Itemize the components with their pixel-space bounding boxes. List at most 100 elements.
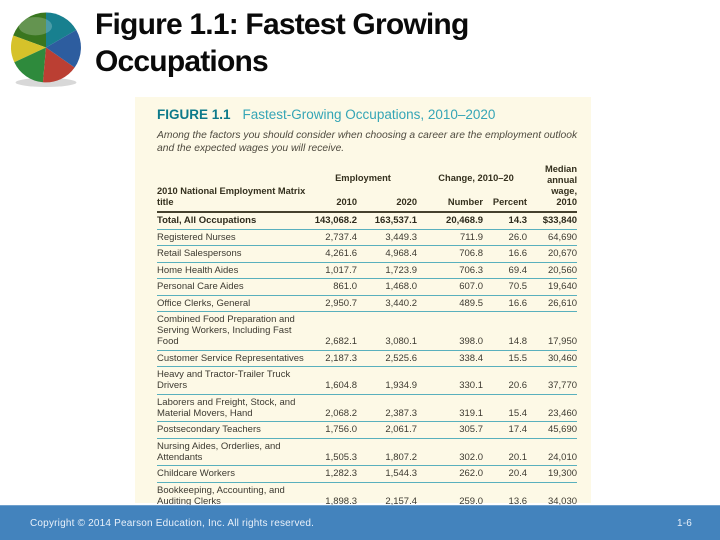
cell-change-percent: 14.3 <box>508 215 528 226</box>
table-body: Total, All Occupations 143,068.2 163,537… <box>157 212 578 526</box>
cell-change-number: 262.0 <box>459 468 484 479</box>
cell-median-wage: 37,770 <box>547 380 578 391</box>
cell-occupation: Combined Food Preparation and Serving Wo… <box>157 314 295 347</box>
cell-change-number: 302.0 <box>459 451 484 463</box>
cell-occupation: Total, All Occupations <box>157 215 257 226</box>
cell-median-wage: 19,640 <box>547 281 578 292</box>
col-header-2010: 2010 <box>336 197 357 207</box>
cell-employment-2010: 1,017.7 <box>325 264 357 276</box>
cell-employment-2010: 143,068.2 <box>314 215 357 226</box>
cell-employment-2020: 163,537.1 <box>374 215 418 226</box>
table-row: Combined Food Preparation and Serving Wo… <box>157 312 578 350</box>
cell-median-wage: 45,690 <box>547 424 578 435</box>
cell-employment-2010: 2,068.2 <box>325 407 357 419</box>
table-row: Nursing Aides, Orderlies, and Attendants… <box>157 438 578 466</box>
cell-median-wage: 17,950 <box>547 336 578 347</box>
cell-employment-2020: 3,449.3 <box>385 231 418 243</box>
figure-caption: Among the factors you should consider wh… <box>157 130 578 154</box>
cell-employment-2010: 1,898.3 <box>325 495 357 507</box>
cell-median-wage: $33,840 <box>542 215 578 226</box>
cell-change-number: 330.1 <box>459 380 484 391</box>
cell-employment-2010: 1,604.8 <box>325 380 357 391</box>
cell-employment-2020: 1,723.9 <box>385 264 418 276</box>
cell-employment-2020: 1,807.2 <box>385 451 418 463</box>
cell-change-percent: 17.4 <box>508 424 528 435</box>
cell-change-percent: 13.6 <box>508 495 528 507</box>
cell-change-percent: 20.4 <box>508 468 528 479</box>
cell-occupation: Nursing Aides, Orderlies, and Attendants <box>157 440 281 463</box>
table-row: Total, All Occupations 143,068.2 163,537… <box>157 212 578 229</box>
cell-employment-2010: 2,737.4 <box>325 231 357 243</box>
table-row: Customer Service Representatives 2,187.3… <box>157 350 578 367</box>
cell-occupation: Office Clerks, General <box>157 297 251 309</box>
cell-change-percent: 20.1 <box>508 451 528 463</box>
cell-change-number: 489.5 <box>459 297 484 309</box>
table-row: Heavy and Tractor-Trailer Truck Drivers … <box>157 367 578 394</box>
page-number: 1-6 <box>676 517 692 529</box>
cell-change-number: 20,468.9 <box>446 215 484 226</box>
cell-occupation: Personal Care Aides <box>157 281 244 292</box>
cell-change-percent: 15.5 <box>508 352 528 364</box>
cell-median-wage: 23,460 <box>547 407 578 419</box>
cell-occupation: Bookkeeping, Accounting, and Auditing Cl… <box>157 484 285 507</box>
figure-heading: FIGURE 1.1 Fastest-Growing Occupations, 2… <box>157 107 577 123</box>
cell-change-percent: 26.0 <box>508 231 528 243</box>
cell-employment-2020: 2,157.4 <box>385 495 418 507</box>
cell-occupation: Postsecondary Teachers <box>157 424 261 435</box>
cell-employment-2010: 2,682.1 <box>325 336 357 347</box>
cell-employment-2020: 1,468.0 <box>385 281 418 292</box>
cell-change-number: 259.0 <box>459 495 484 507</box>
cell-employment-2020: 1,934.9 <box>385 380 418 391</box>
cell-change-percent: 69.4 <box>508 264 528 276</box>
cell-median-wage: 19,300 <box>547 468 578 479</box>
cell-median-wage: 30,460 <box>547 352 578 364</box>
footer-bar: Copyright © 2014 Pearson Education, Inc.… <box>0 505 720 540</box>
cell-median-wage: 20,560 <box>547 264 578 276</box>
cell-change-number: 305.7 <box>459 424 484 435</box>
table-row: Registered Nurses 2,737.4 3,449.3 711.9 … <box>157 229 578 246</box>
cell-median-wage: 24,010 <box>547 451 578 463</box>
cell-change-number: 706.8 <box>459 248 484 259</box>
cell-employment-2020: 2,061.7 <box>385 424 418 435</box>
cell-employment-2020: 1,544.3 <box>385 468 418 479</box>
figure-label: FIGURE 1.1 <box>157 107 231 122</box>
occupations-table: 2010 National Employment Matrix title Em… <box>157 164 578 526</box>
cell-employment-2020: 4,968.4 <box>385 248 418 259</box>
cell-occupation: Retail Salespersons <box>157 248 242 259</box>
cell-occupation: Heavy and Tractor-Trailer Truck Drivers <box>157 369 291 391</box>
cell-occupation: Laborers and Freight, Stock, and Materia… <box>157 396 296 419</box>
cell-employment-2020: 2,525.6 <box>385 352 418 364</box>
table-row: Postsecondary Teachers 1,756.0 2,061.7 3… <box>157 422 578 438</box>
cell-employment-2010: 861.0 <box>333 281 357 292</box>
cell-change-percent: 14.8 <box>508 336 528 347</box>
cell-change-percent: 15.4 <box>508 407 528 419</box>
col-header-matrix-title: 2010 National Employment Matrix title <box>157 186 306 207</box>
cell-employment-2020: 2,387.3 <box>385 407 418 419</box>
table-row: Childcare Workers 1,282.3 1,544.3 262.0 … <box>157 466 578 482</box>
cell-occupation: Customer Service Representatives <box>157 352 304 364</box>
slide-title: Figure 1.1: Fastest Growing Occupations <box>95 8 469 78</box>
cell-employment-2010: 1,756.0 <box>325 424 357 435</box>
table-row: Personal Care Aides 861.0 1,468.0 607.0 … <box>157 279 578 295</box>
cell-occupation: Registered Nurses <box>157 231 236 243</box>
cell-change-percent: 16.6 <box>508 248 528 259</box>
cell-change-number: 338.4 <box>459 352 484 364</box>
cell-employment-2010: 1,505.3 <box>325 451 357 463</box>
cell-change-percent: 70.5 <box>508 281 528 292</box>
cell-occupation: Home Health Aides <box>157 264 239 276</box>
cell-median-wage: 26,610 <box>547 297 578 309</box>
cell-change-number: 398.0 <box>459 336 484 347</box>
col-header-employment: Employment <box>335 173 391 184</box>
cell-employment-2010: 1,282.3 <box>325 468 357 479</box>
col-header-percent: Percent <box>492 197 528 207</box>
table-header: 2010 National Employment Matrix title Em… <box>157 164 578 212</box>
cell-change-number: 319.1 <box>459 407 484 419</box>
figure-panel: FIGURE 1.1 Fastest-Growing Occupations, 2… <box>135 97 591 523</box>
cell-change-number: 706.3 <box>459 264 484 276</box>
cell-change-percent: 20.6 <box>508 380 528 391</box>
cell-change-number: 711.9 <box>459 231 484 243</box>
cell-change-number: 607.0 <box>459 281 484 292</box>
col-header-change: Change, 2010–20 <box>438 173 514 184</box>
cell-median-wage: 20,670 <box>547 248 578 259</box>
pie-chart-logo-graphic <box>11 12 81 87</box>
